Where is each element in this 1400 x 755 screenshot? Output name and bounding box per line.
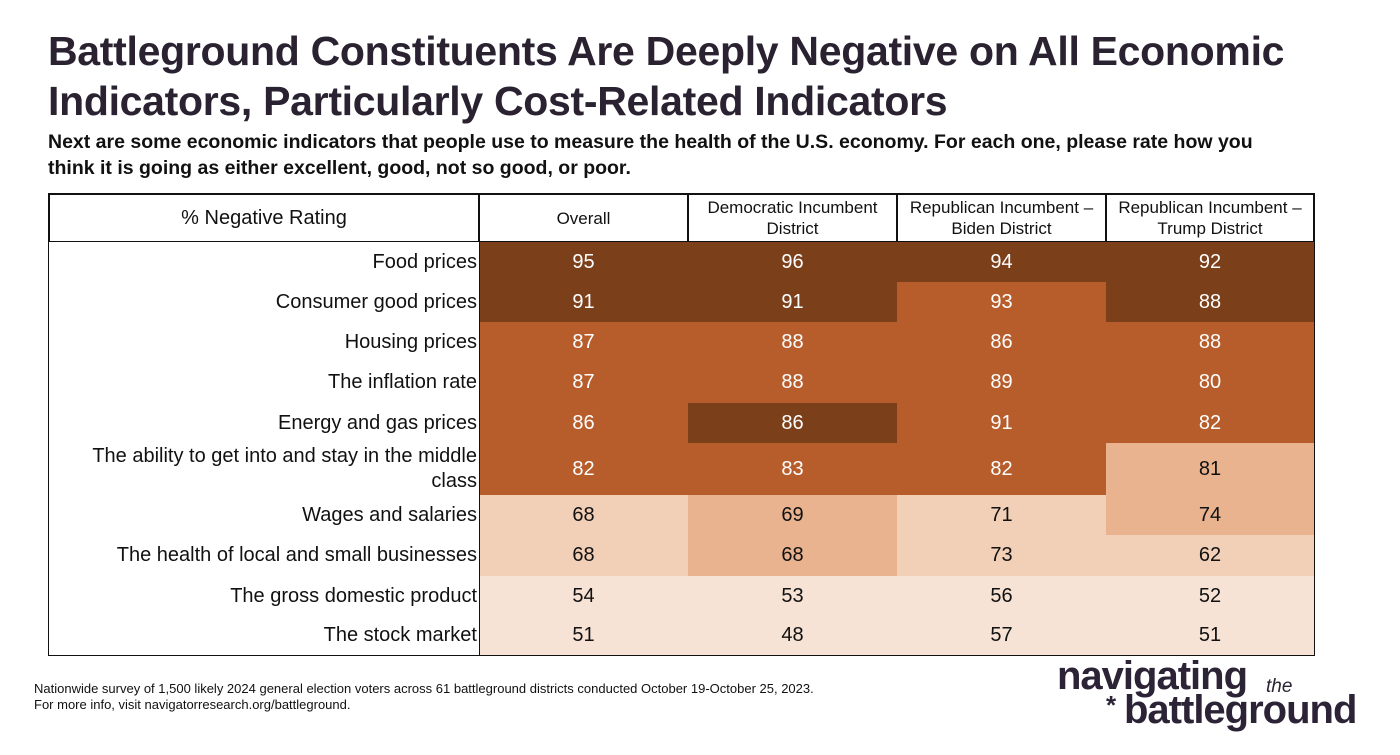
value-cell: 52 bbox=[1106, 576, 1314, 616]
value-cell: 82 bbox=[1106, 403, 1314, 443]
logo-text: navigating bbox=[1057, 654, 1248, 698]
column-header: Democratic Incumbent District bbox=[688, 194, 897, 242]
value-cell: 68 bbox=[688, 535, 897, 576]
value-cell: 57 bbox=[897, 616, 1106, 655]
footnote: For more info, visit navigatorresearch.o… bbox=[34, 697, 351, 712]
column-header: % Negative Rating bbox=[49, 194, 479, 242]
value-cell: 89 bbox=[897, 362, 1106, 403]
value-cell: 48 bbox=[688, 616, 897, 655]
value-cell: 83 bbox=[688, 443, 897, 495]
row-label: Wages and salaries bbox=[302, 503, 477, 526]
value-cell: 93 bbox=[897, 282, 1106, 322]
column-header: Republican Incumbent – Biden District bbox=[897, 194, 1106, 242]
value-cell: 86 bbox=[897, 322, 1106, 362]
value-cell: 68 bbox=[479, 495, 688, 535]
value-cell: 71 bbox=[897, 495, 1106, 535]
logo-star: * bbox=[1106, 690, 1117, 720]
value-cell: 87 bbox=[479, 362, 688, 403]
value-cell: 92 bbox=[1106, 242, 1314, 282]
logo-text: battleground bbox=[1124, 688, 1357, 732]
value-cell: 54 bbox=[479, 576, 688, 616]
column-header: Republican Incumbent – Trump District bbox=[1106, 194, 1314, 242]
subtitle: think it is going as either excellent, g… bbox=[48, 157, 631, 179]
value-cell: 68 bbox=[479, 535, 688, 576]
value-cell: 82 bbox=[897, 443, 1106, 495]
value-cell: 91 bbox=[688, 282, 897, 322]
row-label: Energy and gas prices bbox=[277, 411, 477, 434]
table: % Negative Rating Overall Democratic Incum… bbox=[48, 193, 1315, 656]
column-header: Overall bbox=[479, 194, 688, 242]
title: Battleground Constituents Are Deeply Neg… bbox=[48, 28, 1285, 74]
value-cell: 96 bbox=[688, 242, 897, 282]
value-cell: 94 bbox=[897, 242, 1106, 282]
value-cell: 88 bbox=[1106, 282, 1314, 322]
value-cell: 91 bbox=[897, 403, 1106, 443]
value-cell: 51 bbox=[479, 616, 688, 655]
value-cell: 91 bbox=[479, 282, 688, 322]
value-cell: 69 bbox=[688, 495, 897, 535]
row-label: The stock market bbox=[323, 624, 477, 646]
title: Indicators, Particularly Cost-Related In… bbox=[48, 78, 948, 124]
row-label: The inflation rate bbox=[328, 371, 477, 393]
value-cell: 88 bbox=[688, 362, 897, 403]
value-cell: 82 bbox=[479, 443, 688, 495]
column-divider bbox=[479, 194, 480, 655]
subtitle: Next are some economic indicators that p… bbox=[48, 131, 1253, 153]
value-cell: 56 bbox=[897, 576, 1106, 616]
row-label: The gross domestic product bbox=[230, 584, 477, 607]
value-cell: 73 bbox=[897, 535, 1106, 576]
logo-text: the bbox=[1266, 676, 1293, 697]
value-cell: 74 bbox=[1106, 495, 1314, 535]
value-cell: 86 bbox=[479, 403, 688, 443]
value-cell: 53 bbox=[688, 576, 897, 616]
value-cell: 51 bbox=[1106, 616, 1314, 655]
row-label: Consumer good prices bbox=[275, 290, 477, 313]
row-label: Food prices bbox=[372, 250, 478, 273]
value-cell: 95 bbox=[479, 242, 688, 282]
value-cell: 88 bbox=[688, 322, 897, 362]
value-cell: 80 bbox=[1106, 362, 1314, 403]
value-cell: 88 bbox=[1106, 322, 1314, 362]
footnote: Nationwide survey of 1,500 likely 2024 g… bbox=[34, 681, 814, 696]
row-label: The health of local and small businesses bbox=[116, 544, 477, 566]
value-cell: 81 bbox=[1106, 443, 1314, 495]
value-cell: 86 bbox=[688, 403, 897, 443]
value-cell: 87 bbox=[479, 322, 688, 362]
row-label: The ability to get into and stay in the … bbox=[92, 445, 477, 492]
value-cell: 62 bbox=[1106, 535, 1314, 576]
row-label: Housing prices bbox=[344, 330, 477, 353]
